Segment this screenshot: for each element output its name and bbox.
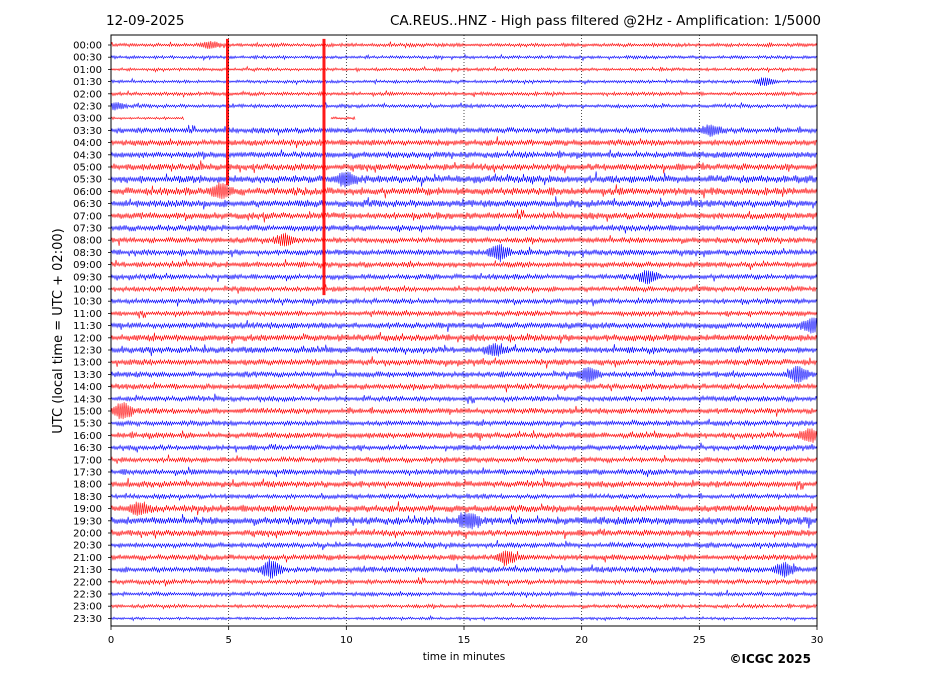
y-tick-label: 23:30 xyxy=(73,614,102,625)
y-tick-label: 05:30 xyxy=(73,175,102,186)
y-tick-label: 09:30 xyxy=(73,272,102,283)
y-tick-label: 11:00 xyxy=(73,309,102,320)
y-tick-label: 00:00 xyxy=(73,41,102,52)
x-tick-label: 15 xyxy=(458,635,471,646)
y-tick-label: 03:00 xyxy=(73,114,102,125)
trace-0200 xyxy=(110,89,818,98)
trace-1530 xyxy=(110,418,818,428)
trace-1100 xyxy=(110,308,818,319)
chart-title: CA.REUS..HNZ - High pass filtered @2Hz -… xyxy=(390,13,821,29)
y-tick-label: 01:00 xyxy=(73,65,102,76)
trace-0630 xyxy=(110,196,818,210)
y-tick-label: 10:30 xyxy=(73,297,102,308)
y-tick-label: 03:30 xyxy=(73,126,102,137)
y-tick-label: 16:00 xyxy=(73,431,102,442)
trace-0130 xyxy=(110,77,818,87)
y-tick-label: 02:00 xyxy=(73,89,102,100)
y-tick-label: 17:30 xyxy=(73,468,102,479)
y-tick-label: 07:00 xyxy=(73,211,102,222)
y-tick-label: 21:30 xyxy=(73,565,102,576)
y-tick-label: 01:30 xyxy=(73,77,102,88)
trace-0230 xyxy=(110,101,818,111)
trace-0730 xyxy=(110,223,818,234)
y-tick-label: 06:30 xyxy=(73,199,102,210)
x-axis-label: time in minutes xyxy=(423,651,505,663)
y-tick-label: 14:00 xyxy=(73,382,102,393)
y-tick-label: 04:30 xyxy=(73,150,102,161)
trace-0500 xyxy=(110,160,818,174)
trace-1900 xyxy=(110,501,818,516)
y-tick-label: 12:30 xyxy=(73,346,102,357)
x-tick-label: 0 xyxy=(108,635,114,646)
x-tick-label: 30 xyxy=(811,635,824,646)
y-tick-label: 17:00 xyxy=(73,455,102,466)
copyright-label: ©ICGC 2025 xyxy=(729,652,811,666)
y-tick-label: 06:00 xyxy=(73,187,102,198)
y-tick-label: 16:30 xyxy=(73,443,102,454)
y-tick-label: 15:30 xyxy=(73,419,102,430)
trace-2030 xyxy=(110,539,818,551)
y-tick-label: 21:00 xyxy=(73,553,102,564)
y-tick-label: 00:30 xyxy=(73,53,102,64)
trace-1930 xyxy=(110,512,818,530)
y-tick-label: 22:30 xyxy=(73,590,102,601)
trace-0330 xyxy=(110,124,818,137)
y-tick-label: 13:00 xyxy=(73,358,102,369)
x-tick-label: 5 xyxy=(225,635,231,646)
y-tick-label: 23:00 xyxy=(73,602,102,613)
y-tick-label: 14:30 xyxy=(73,394,102,405)
chart-date: 12-09-2025 xyxy=(106,13,184,29)
trace-0600 xyxy=(110,182,818,200)
x-tick-label: 20 xyxy=(575,635,588,646)
x-ticks: 0 5 10 15 20 25 30 xyxy=(108,626,824,646)
y-tick-label: 19:30 xyxy=(73,516,102,527)
y-tick-label: 20:30 xyxy=(73,541,102,552)
y-tick-label: 05:00 xyxy=(73,163,102,174)
trace-1000 xyxy=(110,284,818,294)
grid-lines xyxy=(228,35,700,626)
y-tick-label: 12:00 xyxy=(73,333,102,344)
trace-0300 xyxy=(110,116,356,121)
y-tick-label: 15:00 xyxy=(73,407,102,418)
y-axis-label: UTC (local time = UTC + 02:00) xyxy=(51,228,66,433)
y-tick-label: 13:30 xyxy=(73,370,102,381)
y-tick-label: 18:30 xyxy=(73,492,102,503)
trace-1200 xyxy=(110,331,818,344)
y-tick-label: 11:30 xyxy=(73,321,102,332)
y-tick-label: 09:00 xyxy=(73,260,102,271)
y-tick-label: 10:00 xyxy=(73,285,102,296)
trace-1300 xyxy=(110,356,818,369)
y-tick-label: 04:00 xyxy=(73,138,102,149)
y-tick-label: 08:00 xyxy=(73,236,102,247)
y-tick-label: 22:00 xyxy=(73,577,102,588)
trace-1130 xyxy=(110,317,818,334)
y-tick-label: 08:30 xyxy=(73,248,102,259)
y-tick-label: 20:00 xyxy=(73,529,102,540)
y-tick-label: 19:00 xyxy=(73,504,102,515)
y-tick-label: 07:30 xyxy=(73,224,102,235)
y-tick-label: 18:00 xyxy=(73,480,102,491)
trace-1230 xyxy=(110,342,818,357)
trace-1630 xyxy=(110,442,818,453)
plot-frame xyxy=(110,34,818,627)
trace-1730 xyxy=(110,466,818,478)
y-tick-label: 02:30 xyxy=(73,102,102,113)
x-tick-label: 10 xyxy=(340,635,353,646)
trace-0830 xyxy=(110,244,818,263)
x-tick-label: 25 xyxy=(693,635,706,646)
